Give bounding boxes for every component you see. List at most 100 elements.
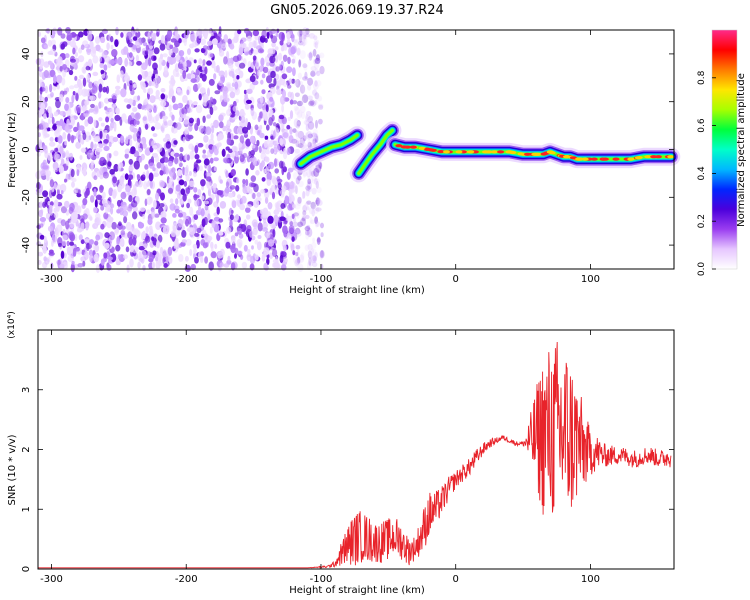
noise-blob xyxy=(84,238,91,243)
noise-blob xyxy=(65,97,70,104)
noise-blob xyxy=(162,226,167,235)
noise-blob xyxy=(263,140,268,148)
noise-blob xyxy=(247,121,251,131)
noise-blob xyxy=(142,265,146,271)
noise-blob xyxy=(216,64,220,74)
noise-blob xyxy=(313,39,320,45)
noise-blob xyxy=(100,223,105,230)
noise-blob xyxy=(202,149,206,154)
noise-blob xyxy=(315,119,318,129)
noise-blob xyxy=(120,88,127,98)
noise-blob xyxy=(290,243,295,252)
noise-blob xyxy=(192,101,198,106)
noise-blob xyxy=(84,99,90,106)
noise-blob xyxy=(314,251,318,259)
noise-blob xyxy=(167,246,173,256)
noise-blob xyxy=(275,66,281,72)
noise-blob xyxy=(261,177,266,182)
noise-blob xyxy=(152,167,156,172)
noise-blob xyxy=(209,226,213,234)
noise-blob xyxy=(108,153,112,159)
noise-blob xyxy=(289,126,293,135)
noise-blob xyxy=(137,103,143,110)
x-tick-label: 0 xyxy=(453,574,459,585)
noise-blob xyxy=(103,139,109,144)
noise-blob xyxy=(153,55,157,61)
noise-blob xyxy=(172,46,179,54)
noise-blob xyxy=(310,248,314,255)
noise-blob xyxy=(110,203,115,209)
noise-blob xyxy=(65,150,70,159)
noise-blob xyxy=(132,44,137,50)
noise-blob xyxy=(303,35,307,40)
noise-blob xyxy=(79,74,84,80)
noise-blob xyxy=(226,109,232,117)
noise-blob xyxy=(123,216,128,224)
noise-blob xyxy=(160,192,165,201)
noise-blob xyxy=(222,125,227,132)
noise-blob xyxy=(194,154,200,160)
noise-blob xyxy=(171,127,178,134)
noise-blob xyxy=(106,160,112,170)
noise-blob xyxy=(241,261,248,269)
noise-blob xyxy=(71,181,75,188)
noise-blob xyxy=(143,243,148,249)
noise-blob xyxy=(273,209,280,216)
noise-blob xyxy=(62,64,67,70)
trace-peak xyxy=(443,150,450,154)
noise-blob xyxy=(302,94,309,103)
noise-blob xyxy=(151,261,155,269)
figure-title: GN05.2026.069.19.37.R24 xyxy=(270,3,444,18)
noise-blob xyxy=(60,250,65,259)
noise-blob xyxy=(179,63,184,69)
noise-blob xyxy=(316,197,322,204)
noise-blob xyxy=(72,247,77,257)
noise-blob xyxy=(142,143,147,149)
noise-blob xyxy=(306,110,312,117)
y-tick-label: 2 xyxy=(21,446,32,452)
noise-blob xyxy=(39,81,43,87)
noise-blob xyxy=(38,70,43,78)
noise-blob xyxy=(291,33,295,43)
noise-blob xyxy=(228,63,234,69)
noise-blob xyxy=(182,61,188,68)
noise-blob xyxy=(81,88,88,97)
noise-blob xyxy=(70,168,75,178)
colorbar-tick-label: 0.8 xyxy=(697,70,707,85)
noise-blob xyxy=(253,221,258,229)
noise-blob xyxy=(80,147,87,153)
noise-blob xyxy=(56,193,63,200)
noise-blob xyxy=(182,193,187,202)
noise-blob xyxy=(268,117,273,126)
colorbar-ticks: 0.0 0.2 0.4 0.6 0.8 xyxy=(697,70,716,276)
noise-blob xyxy=(308,33,315,39)
noise-blob xyxy=(118,221,122,227)
colorbar-gradient xyxy=(712,30,737,269)
noise-blob xyxy=(217,142,222,148)
noise-blob xyxy=(246,214,251,220)
noise-blob xyxy=(184,29,190,36)
noise-blob xyxy=(125,246,130,253)
noise-blob xyxy=(113,150,119,157)
noise-blob xyxy=(312,255,317,262)
noise-blob xyxy=(77,106,81,114)
noise-blob xyxy=(251,144,256,149)
noise-blob xyxy=(117,184,122,193)
noise-blob xyxy=(125,135,129,145)
noise-blob xyxy=(253,199,260,208)
trace-peak xyxy=(467,150,475,154)
noise-blob xyxy=(284,258,288,263)
noise-blob xyxy=(181,107,188,115)
noise-blob xyxy=(54,147,58,152)
noise-blob xyxy=(307,115,314,124)
noise-blob xyxy=(241,195,247,204)
noise-blob xyxy=(53,74,57,84)
noise-blob xyxy=(312,128,318,136)
noise-blob xyxy=(65,53,70,59)
noise-blob xyxy=(111,104,117,113)
noise-blob xyxy=(152,250,157,256)
noise-blob xyxy=(308,257,312,266)
noise-blob xyxy=(178,179,185,186)
noise-blob xyxy=(97,91,102,99)
noise-blob xyxy=(100,36,106,43)
